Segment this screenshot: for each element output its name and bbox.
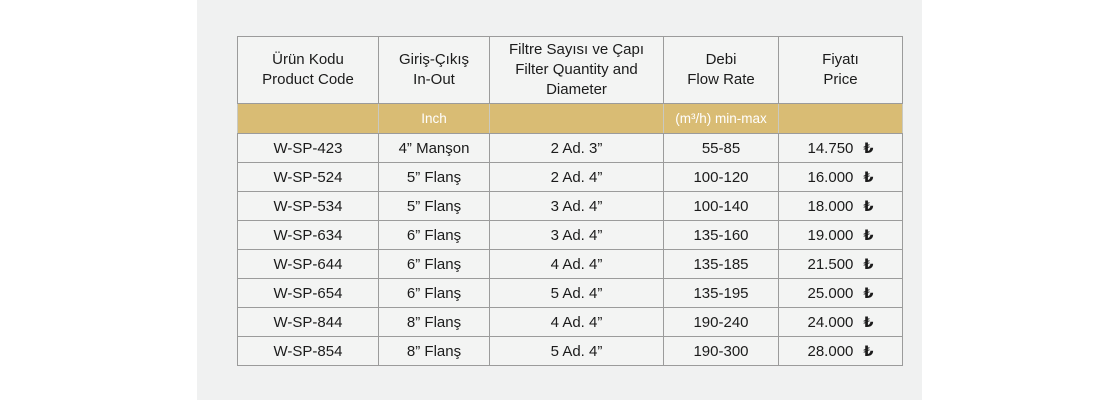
filter-quantity-cell: 3 Ad. 4” — [489, 191, 664, 221]
flow-rate-cell: 100-140 — [663, 191, 779, 221]
product-code-cell: W-SP-844 — [237, 307, 379, 337]
table-row: W-SP-524 5” Flanş 2 Ad. 4” 100-120 16.00… — [237, 162, 903, 192]
table-row: W-SP-844 8” Flanş 4 Ad. 4” 190-240 24.00… — [237, 307, 903, 337]
column-header-product-code: Ürün Kodu Product Code — [237, 36, 379, 104]
price-wrap: 18.000 ₺ — [808, 198, 874, 215]
in-out-cell: 6” Flanş — [378, 249, 490, 279]
product-price-table: Ürün Kodu Product Code Giriş-Çıkış In-Ou… — [237, 36, 903, 366]
filter-quantity-cell: 5 Ad. 4” — [489, 336, 664, 366]
in-out-cell: 6” Flanş — [378, 220, 490, 250]
product-code-cell: W-SP-644 — [237, 249, 379, 279]
price-cell: 18.000 ₺ — [778, 191, 903, 221]
turkish-lira-icon: ₺ — [863, 198, 874, 215]
product-code-cell: W-SP-524 — [237, 162, 379, 192]
in-out-cell: 5” Flanş — [378, 191, 490, 221]
flow-rate-cell: 55-85 — [663, 133, 779, 163]
turkish-lira-icon: ₺ — [863, 285, 874, 302]
price-value: 24.000 — [807, 313, 854, 331]
filter-quantity-cell: 2 Ad. 3” — [489, 133, 664, 163]
price-wrap: 14.750 ₺ — [808, 140, 874, 157]
table-row: W-SP-634 6” Flanş 3 Ad. 4” 135-160 19.00… — [237, 220, 903, 250]
in-out-cell: 4” Manşon — [378, 133, 490, 163]
unit-cell-flow-rate: (m³/h) min-max — [663, 103, 779, 134]
product-code-cell: W-SP-423 — [237, 133, 379, 163]
flow-rate-cell: 100-120 — [663, 162, 779, 192]
price-wrap: 25.000 ₺ — [808, 285, 874, 302]
column-header-in-out: Giriş-Çıkış In-Out — [378, 36, 490, 104]
price-wrap: 16.000 ₺ — [808, 169, 874, 186]
header-label-tr: Ürün Kodu — [272, 51, 344, 68]
product-code-cell: W-SP-634 — [237, 220, 379, 250]
header-label-en: Flow Rate — [687, 71, 755, 88]
price-wrap: 28.000 ₺ — [808, 343, 874, 360]
unit-row: Inch (m³/h) min-max — [237, 103, 903, 134]
price-wrap: 24.000 ₺ — [808, 314, 874, 331]
turkish-lira-icon: ₺ — [863, 314, 874, 331]
price-cell: 16.000 ₺ — [778, 162, 903, 192]
price-value: 16.000 — [807, 168, 854, 186]
header-label-en: Filter Quantity and Diameter — [515, 61, 638, 98]
column-header-filter-quantity: Filtre Sayısı ve Çapı Filter Quantity an… — [489, 36, 664, 104]
unit-cell-in-out: Inch — [378, 103, 490, 134]
in-out-cell: 5” Flanş — [378, 162, 490, 192]
table-body: W-SP-423 4” Manşon 2 Ad. 3” 55-85 14.750… — [237, 133, 903, 366]
unit-cell-price — [778, 103, 903, 134]
column-header-price: Fiyatı Price — [778, 36, 903, 104]
price-cell: 19.000 ₺ — [778, 220, 903, 250]
header-label-tr: Giriş-Çıkış — [399, 51, 469, 68]
filter-quantity-cell: 5 Ad. 4” — [489, 278, 664, 308]
header-label-en: Price — [823, 71, 858, 88]
unit-cell-product-code — [237, 103, 379, 134]
price-value: 28.000 — [807, 342, 854, 360]
header-label-tr: Filtre Sayısı ve Çapı — [508, 41, 645, 58]
price-value: 14.750 — [807, 139, 854, 157]
turkish-lira-icon: ₺ — [863, 343, 874, 360]
price-wrap: 19.000 ₺ — [808, 227, 874, 244]
flow-rate-cell: 135-195 — [663, 278, 779, 308]
filter-quantity-cell: 3 Ad. 4” — [489, 220, 664, 250]
flow-rate-cell: 135-185 — [663, 249, 779, 279]
header-label-tr: Debi — [705, 51, 737, 68]
column-header-flow-rate: Debi Flow Rate — [663, 36, 779, 104]
turkish-lira-icon: ₺ — [863, 169, 874, 186]
price-value: 25.000 — [807, 284, 854, 302]
unit-cell-filter — [489, 103, 664, 134]
price-value: 21.500 — [807, 255, 854, 273]
price-cell: 24.000 ₺ — [778, 307, 903, 337]
product-code-cell: W-SP-854 — [237, 336, 379, 366]
price-wrap: 21.500 ₺ — [808, 256, 874, 273]
filter-quantity-cell: 4 Ad. 4” — [489, 249, 664, 279]
table-row: W-SP-423 4” Manşon 2 Ad. 3” 55-85 14.750… — [237, 133, 903, 163]
header-label-en: Product Code — [262, 71, 354, 88]
filter-quantity-cell: 4 Ad. 4” — [489, 307, 664, 337]
table-row: W-SP-654 6” Flanş 5 Ad. 4” 135-195 25.00… — [237, 278, 903, 308]
price-value: 18.000 — [807, 197, 854, 215]
flow-rate-cell: 135-160 — [663, 220, 779, 250]
table-head: Ürün Kodu Product Code Giriş-Çıkış In-Ou… — [237, 36, 903, 134]
turkish-lira-icon: ₺ — [863, 140, 874, 157]
product-code-cell: W-SP-534 — [237, 191, 379, 221]
header-row: Ürün Kodu Product Code Giriş-Çıkış In-Ou… — [237, 36, 903, 104]
header-label-en: In-Out — [413, 71, 455, 88]
turkish-lira-icon: ₺ — [863, 227, 874, 244]
price-value: 19.000 — [807, 226, 854, 244]
price-cell: 14.750 ₺ — [778, 133, 903, 163]
in-out-cell: 8” Flanş — [378, 307, 490, 337]
table-row: W-SP-854 8” Flanş 5 Ad. 4” 190-300 28.00… — [237, 336, 903, 366]
in-out-cell: 6” Flanş — [378, 278, 490, 308]
product-code-cell: W-SP-654 — [237, 278, 379, 308]
table-row: W-SP-644 6” Flanş 4 Ad. 4” 135-185 21.50… — [237, 249, 903, 279]
flow-rate-cell: 190-300 — [663, 336, 779, 366]
turkish-lira-icon: ₺ — [863, 256, 874, 273]
price-cell: 28.000 ₺ — [778, 336, 903, 366]
header-label-tr: Fiyatı — [822, 51, 859, 68]
price-cell: 21.500 ₺ — [778, 249, 903, 279]
flow-rate-cell: 190-240 — [663, 307, 779, 337]
price-cell: 25.000 ₺ — [778, 278, 903, 308]
table-row: W-SP-534 5” Flanş 3 Ad. 4” 100-140 18.00… — [237, 191, 903, 221]
filter-quantity-cell: 2 Ad. 4” — [489, 162, 664, 192]
in-out-cell: 8” Flanş — [378, 336, 490, 366]
